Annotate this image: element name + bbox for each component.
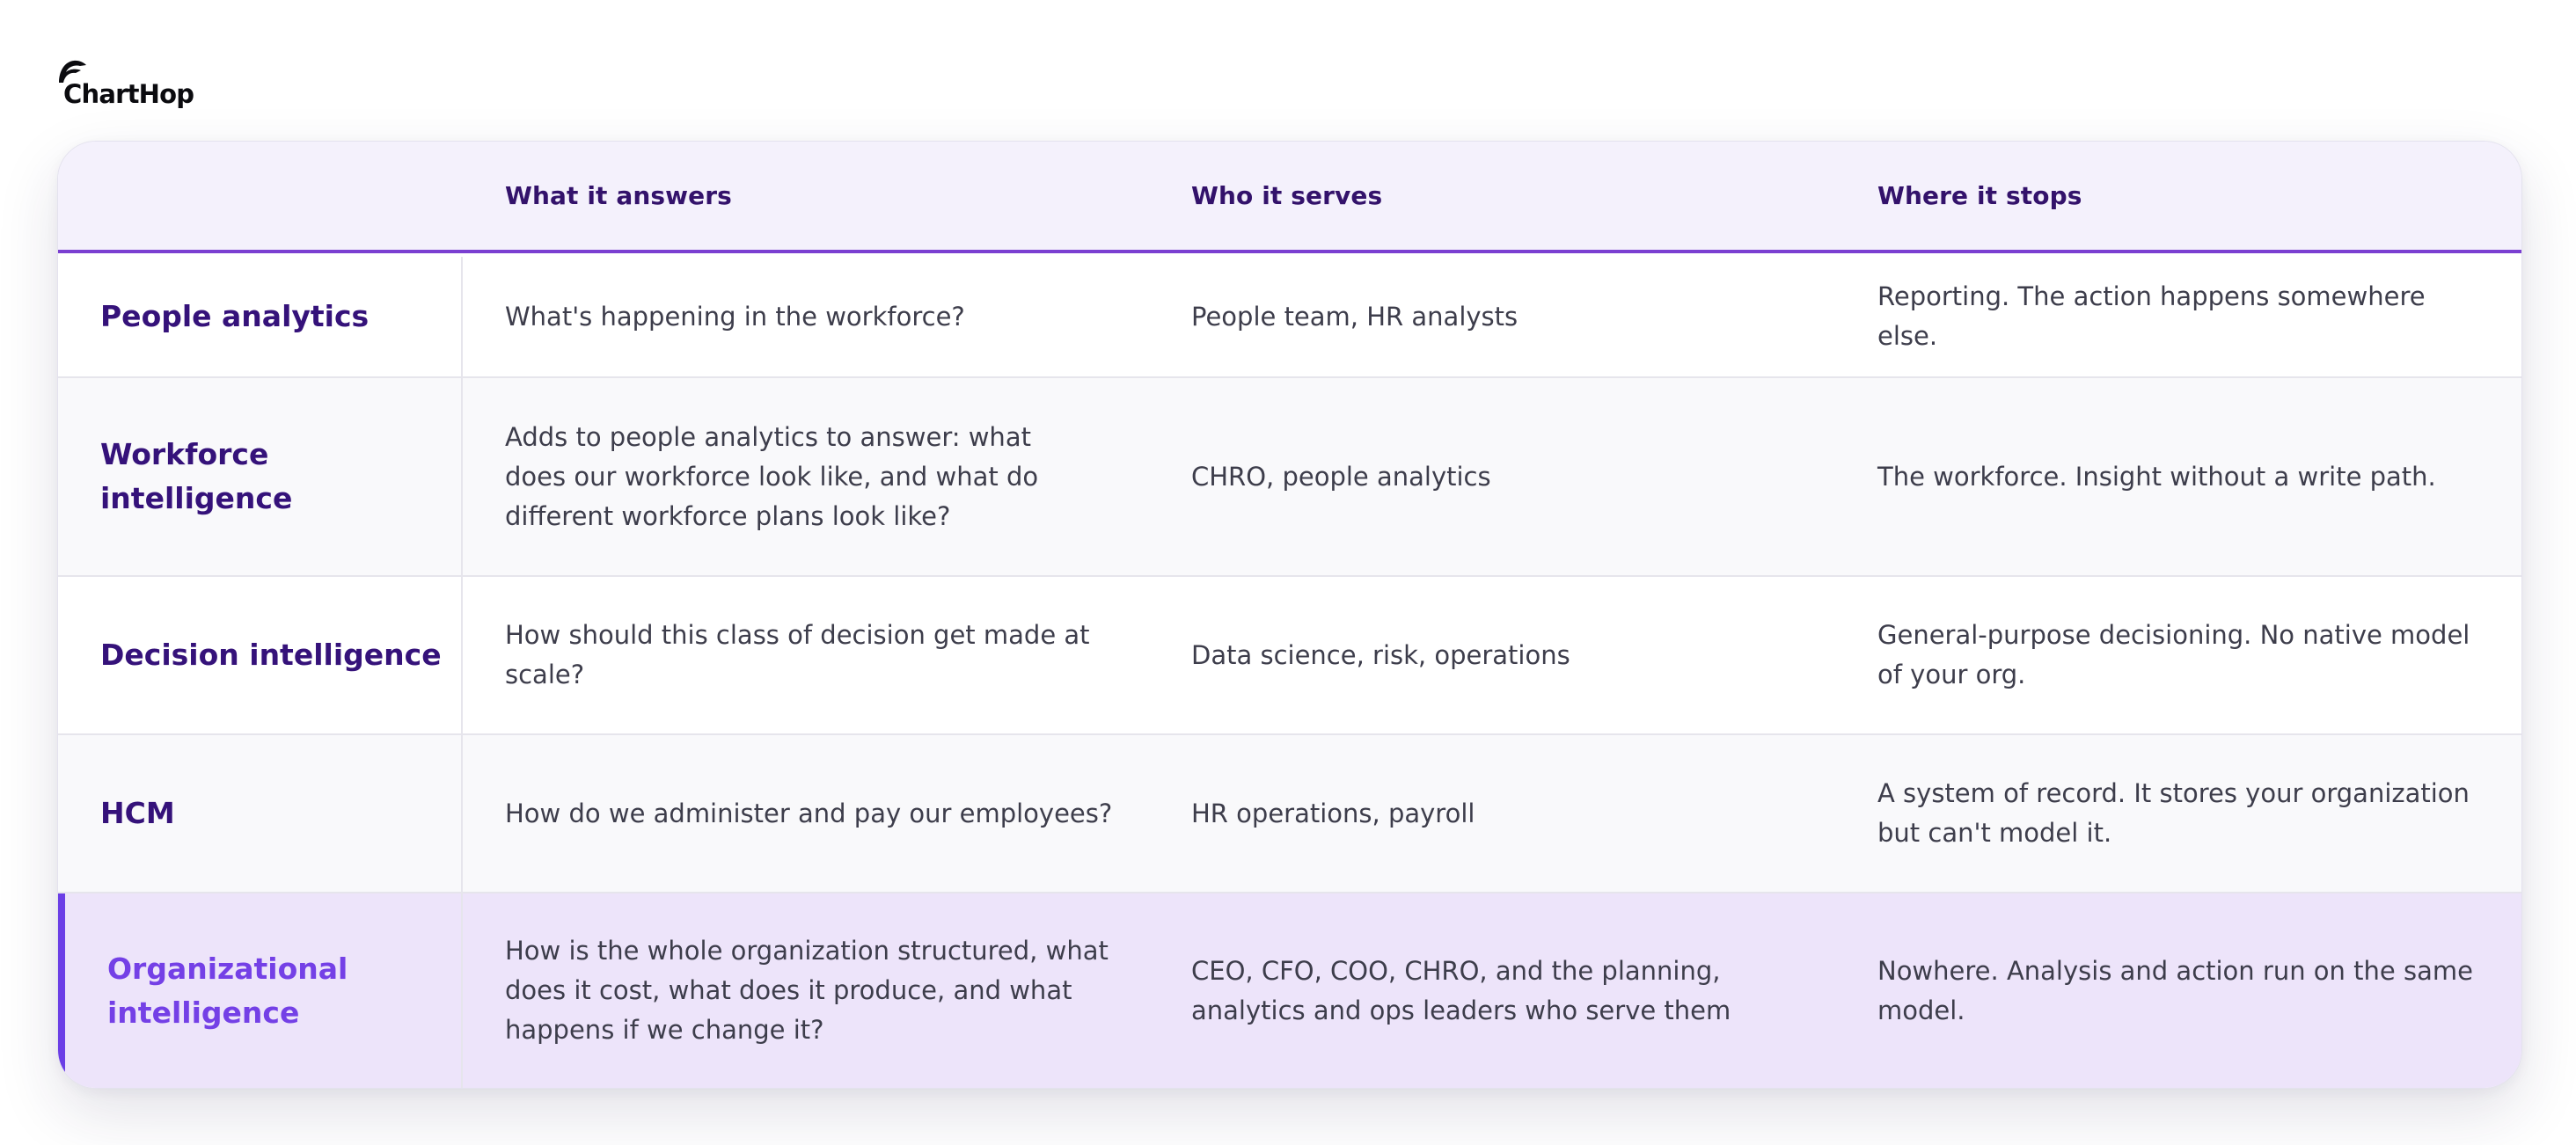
serves-cell: CEO, CFO, COO, CHRO, and the planning, a… bbox=[1149, 893, 1835, 1088]
cell-text: A system of record. It stores your organ… bbox=[1877, 778, 2470, 848]
table-row: Workforce intelligence Adds to people an… bbox=[58, 378, 2521, 577]
serves-cell: People team, HR analysts bbox=[1149, 257, 1835, 376]
cell-text: HR operations, payroll bbox=[1191, 798, 1475, 828]
stops-cell: The workforce. Insight without a write p… bbox=[1835, 378, 2521, 575]
brand-name: ChartHop bbox=[63, 79, 194, 109]
row-label: People analytics bbox=[100, 299, 370, 333]
cell-text: How should this class of decision get ma… bbox=[505, 620, 1090, 689]
serves-cell: CHRO, people analytics bbox=[1149, 378, 1835, 575]
row-label-cell: Workforce intelligence bbox=[58, 378, 463, 575]
answers-cell: How is the whole organization structured… bbox=[463, 893, 1149, 1088]
comparison-table: What it answers Who it serves Where it s… bbox=[57, 141, 2522, 1089]
header-cell-serves: Who it serves bbox=[1149, 142, 1835, 250]
cell-text: Data science, risk, operations bbox=[1191, 639, 1570, 670]
table-header-row: What it answers Who it serves Where it s… bbox=[58, 142, 2521, 253]
header-cell-empty bbox=[58, 142, 463, 250]
cell-text: CHRO, people analytics bbox=[1191, 461, 1491, 492]
stops-cell: Nowhere. Analysis and action run on the … bbox=[1835, 893, 2521, 1088]
cell-text: How do we administer and pay our employe… bbox=[505, 798, 1113, 828]
header-cell-stops: Where it stops bbox=[1835, 142, 2521, 250]
charthop-logo: ChartHop bbox=[55, 56, 194, 109]
cell-text: What's happening in the workforce? bbox=[505, 301, 965, 332]
row-label: Organizational intelligence bbox=[107, 951, 348, 1030]
cell-text: General-purpose decisioning. No native m… bbox=[1877, 620, 2470, 689]
table-row: HCM How do we administer and pay our emp… bbox=[58, 735, 2521, 893]
answers-cell: Adds to people analytics to answer: what… bbox=[463, 378, 1149, 575]
row-label: Decision intelligence bbox=[100, 638, 442, 672]
row-label-cell: People analytics bbox=[58, 257, 463, 376]
cell-text: How is the whole organization structured… bbox=[505, 936, 1109, 1045]
cell-text: Reporting. The action happens somewhere … bbox=[1877, 281, 2426, 351]
table-row: Decision intelligence How should this cl… bbox=[58, 577, 2521, 735]
row-label: Workforce intelligence bbox=[100, 437, 293, 515]
header-label: Who it serves bbox=[1191, 181, 1383, 210]
cell-text: The workforce. Insight without a write p… bbox=[1877, 461, 2436, 492]
table-row-highlighted: Organizational intelligence How is the w… bbox=[58, 893, 2521, 1088]
row-label-cell: Decision intelligence bbox=[58, 577, 463, 733]
serves-cell: Data science, risk, operations bbox=[1149, 577, 1835, 733]
row-label-cell: Organizational intelligence bbox=[58, 893, 463, 1088]
cell-text: People team, HR analysts bbox=[1191, 301, 1519, 332]
answers-cell: How should this class of decision get ma… bbox=[463, 577, 1149, 733]
answers-cell: What's happening in the workforce? bbox=[463, 257, 1149, 376]
cell-text: CEO, CFO, COO, CHRO, and the planning, a… bbox=[1191, 955, 1731, 1025]
row-label-cell: HCM bbox=[58, 735, 463, 892]
row-label: HCM bbox=[100, 796, 175, 830]
serves-cell: HR operations, payroll bbox=[1149, 735, 1835, 892]
stops-cell: Reporting. The action happens somewhere … bbox=[1835, 257, 2521, 376]
charthop-bird-logo-icon bbox=[59, 60, 86, 83]
cell-text: Adds to people analytics to answer: what… bbox=[505, 421, 1039, 531]
header-cell-answers: What it answers bbox=[463, 142, 1149, 250]
header-label: Where it stops bbox=[1877, 181, 2082, 210]
table-row: People analytics What's happening in the… bbox=[58, 257, 2521, 378]
stops-cell: A system of record. It stores your organ… bbox=[1835, 735, 2521, 892]
answers-cell: How do we administer and pay our employe… bbox=[463, 735, 1149, 892]
stops-cell: General-purpose decisioning. No native m… bbox=[1835, 577, 2521, 733]
header-label: What it answers bbox=[505, 181, 732, 210]
cell-text: Nowhere. Analysis and action run on the … bbox=[1877, 955, 2473, 1025]
